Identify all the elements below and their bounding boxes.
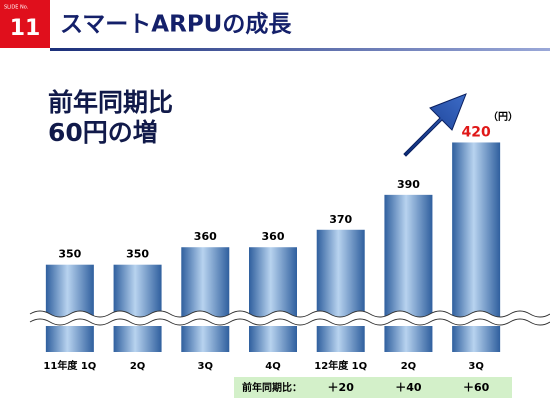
x-tick-label: 4Q xyxy=(265,361,280,372)
yoy-value: ＋20 xyxy=(328,381,355,394)
growth-arrow xyxy=(403,93,467,157)
yoy-label: 前年同期比： xyxy=(242,381,302,394)
x-tick-label: 2Q xyxy=(401,361,416,372)
yoy-value: ＋40 xyxy=(395,381,422,394)
bar xyxy=(45,264,94,352)
value-label: 360 xyxy=(194,230,217,243)
value-label: 370 xyxy=(329,213,352,226)
value-label: 350 xyxy=(126,248,149,261)
x-tick-label: 11年度 1Q xyxy=(43,359,96,372)
x-tick-label: 3Q xyxy=(198,361,213,372)
value-label: 420 xyxy=(462,124,491,140)
bar xyxy=(181,247,230,352)
title-rule xyxy=(50,48,550,51)
bar xyxy=(113,264,162,352)
subtitle: 60円の増 xyxy=(48,118,158,147)
slide-title: スマートARPUの成長 xyxy=(60,12,292,38)
slide-number-label: SLIDE No. xyxy=(4,5,29,11)
bar xyxy=(316,229,365,352)
bar xyxy=(249,247,297,352)
yoy-row xyxy=(234,377,512,398)
axis-break-line xyxy=(29,310,550,318)
bar xyxy=(384,194,433,352)
yoy-value: ＋60 xyxy=(463,381,490,394)
unit-label: （円） xyxy=(488,110,518,123)
slide-number-box xyxy=(0,0,50,48)
x-tick-label: 12年度 1Q xyxy=(314,359,367,372)
x-tick-label: 2Q xyxy=(130,361,145,372)
value-label: 350 xyxy=(58,248,81,261)
value-label: 390 xyxy=(397,178,420,191)
axis-break xyxy=(30,311,550,326)
value-label: 360 xyxy=(262,230,285,243)
subtitle: 前年同期比 xyxy=(48,88,173,117)
slide-number: 11 xyxy=(10,16,41,41)
axis-break-line xyxy=(29,318,550,326)
x-tick-label: 3Q xyxy=(468,361,483,372)
